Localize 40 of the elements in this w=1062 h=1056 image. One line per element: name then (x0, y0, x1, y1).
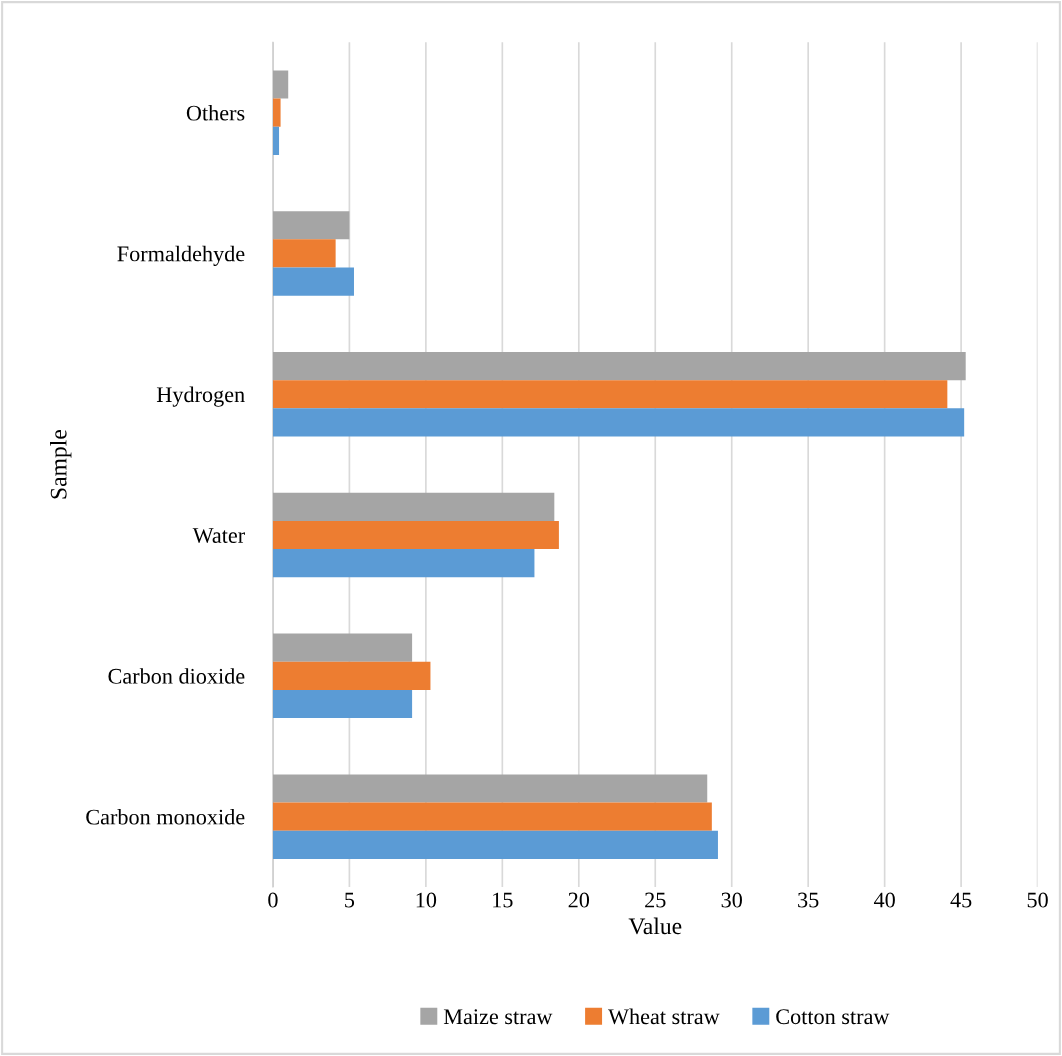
bar (272, 98, 281, 127)
bar (272, 211, 350, 240)
x-tick-label: 45 (950, 892, 972, 908)
bar (272, 549, 535, 578)
bar (272, 661, 431, 690)
bar (272, 126, 280, 155)
y-axis-title: Sample (50, 430, 72, 499)
x-tick-label: 10 (416, 892, 437, 908)
x-axis-title: Value (628, 917, 682, 935)
bar (272, 408, 965, 437)
y-tick-label: Carbon dioxide (108, 668, 245, 684)
x-tick-label: 20 (568, 892, 590, 908)
y-tick-label: Carbon monoxide (86, 808, 245, 825)
legend-label: Maize straw (443, 1009, 553, 1025)
bar (272, 492, 555, 521)
x-tick-label: 40 (873, 892, 895, 908)
x-tick-label: 15 (493, 892, 513, 908)
y-tick-label: Hydrogen (156, 386, 245, 407)
bar (272, 267, 354, 296)
bar (272, 774, 708, 803)
bar (272, 380, 948, 409)
x-tick-label: 0 (268, 892, 278, 908)
y-tick-label: Formaldehyde (117, 245, 245, 266)
y-tick-label: Others (186, 104, 245, 121)
bar (272, 70, 289, 99)
bar (272, 830, 718, 859)
bar (272, 689, 413, 719)
bar (272, 802, 712, 831)
bar (272, 352, 966, 381)
x-tick-label: 35 (798, 892, 819, 908)
bar (272, 520, 559, 550)
bar (272, 239, 336, 268)
x-tick-label: 50 (1027, 892, 1048, 908)
x-tick-label: 30 (721, 892, 742, 908)
x-tick-label: 25 (645, 892, 666, 908)
bar (272, 633, 413, 662)
legend-label: Cotton straw (776, 1009, 890, 1025)
y-tick-label: Water (192, 528, 245, 544)
x-tick-label: 5 (345, 892, 355, 908)
legend-label: Wheat straw (608, 1008, 720, 1025)
